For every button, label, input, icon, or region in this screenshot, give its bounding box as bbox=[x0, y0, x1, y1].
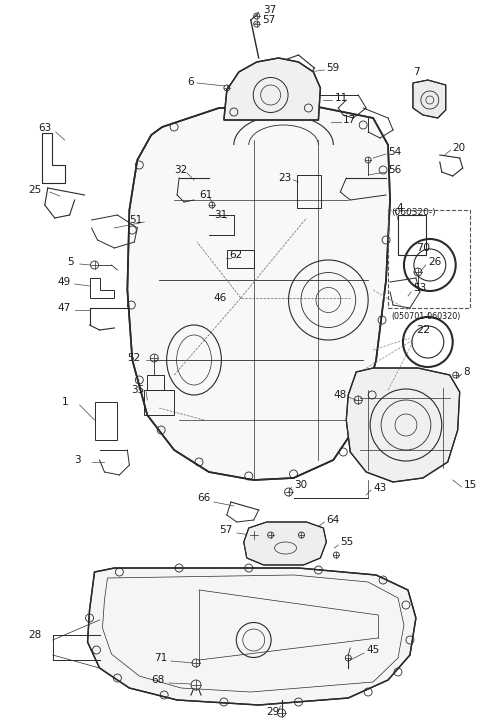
Text: 11: 11 bbox=[334, 93, 348, 103]
Text: 70: 70 bbox=[416, 243, 430, 253]
Text: 29: 29 bbox=[267, 707, 280, 717]
Text: 47: 47 bbox=[58, 303, 71, 313]
Text: 23: 23 bbox=[278, 173, 292, 183]
Text: 54: 54 bbox=[388, 147, 401, 157]
Text: 61: 61 bbox=[199, 190, 212, 200]
Text: 22: 22 bbox=[416, 325, 430, 335]
Text: 25: 25 bbox=[28, 185, 41, 195]
Text: 53: 53 bbox=[413, 283, 426, 293]
Text: 48: 48 bbox=[333, 390, 346, 400]
Text: 37: 37 bbox=[263, 5, 276, 15]
Text: 71: 71 bbox=[154, 653, 168, 663]
Polygon shape bbox=[127, 105, 390, 480]
Text: 17: 17 bbox=[343, 115, 357, 125]
Text: 28: 28 bbox=[28, 630, 41, 640]
Text: 51: 51 bbox=[129, 215, 143, 225]
Text: 57: 57 bbox=[263, 15, 276, 25]
Text: (060320-): (060320-) bbox=[391, 208, 436, 218]
Text: 1: 1 bbox=[62, 397, 68, 407]
Text: 66: 66 bbox=[197, 493, 210, 503]
Text: 55: 55 bbox=[340, 537, 354, 547]
Bar bbox=[388, 210, 469, 308]
Text: 62: 62 bbox=[229, 250, 242, 260]
Text: 46: 46 bbox=[214, 293, 227, 303]
Text: 7: 7 bbox=[413, 67, 420, 77]
Text: 43: 43 bbox=[373, 483, 386, 493]
Polygon shape bbox=[224, 58, 320, 120]
Polygon shape bbox=[413, 80, 446, 118]
Text: 30: 30 bbox=[295, 480, 308, 490]
Text: 52: 52 bbox=[127, 353, 141, 363]
Text: 63: 63 bbox=[38, 123, 51, 133]
Text: (050701-060320): (050701-060320) bbox=[391, 311, 460, 321]
Text: 32: 32 bbox=[174, 165, 187, 175]
Text: 26: 26 bbox=[428, 257, 441, 267]
Text: 45: 45 bbox=[366, 645, 379, 655]
Text: 49: 49 bbox=[58, 277, 71, 287]
Text: 64: 64 bbox=[326, 515, 340, 525]
Text: 31: 31 bbox=[214, 210, 227, 220]
Text: 20: 20 bbox=[453, 143, 466, 153]
Text: 68: 68 bbox=[151, 675, 165, 685]
Text: 15: 15 bbox=[464, 480, 477, 490]
Polygon shape bbox=[244, 522, 326, 565]
Text: 4: 4 bbox=[396, 203, 403, 213]
Text: 59: 59 bbox=[326, 63, 340, 73]
Polygon shape bbox=[346, 368, 460, 482]
Text: 8: 8 bbox=[464, 367, 470, 377]
Text: 57: 57 bbox=[219, 525, 232, 535]
Text: 56: 56 bbox=[388, 165, 401, 175]
Text: 5: 5 bbox=[68, 257, 74, 267]
Polygon shape bbox=[87, 568, 416, 705]
Text: 35: 35 bbox=[132, 385, 144, 395]
Text: 6: 6 bbox=[187, 77, 194, 87]
Text: 3: 3 bbox=[74, 455, 81, 465]
